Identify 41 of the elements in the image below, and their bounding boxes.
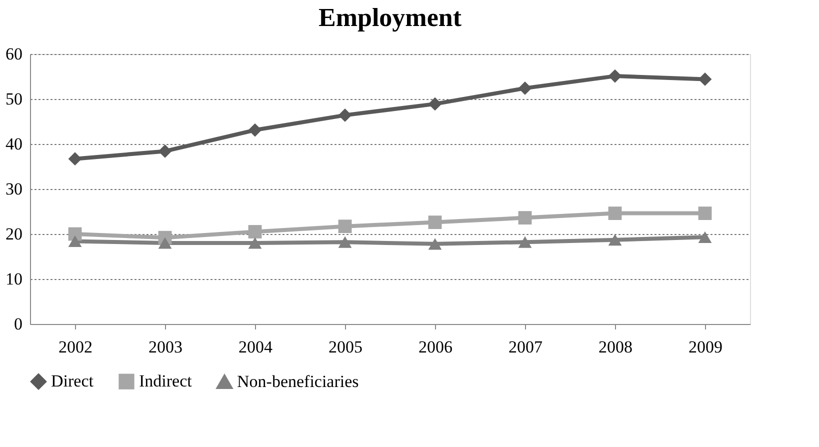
- y-tick-label: 60: [6, 44, 22, 64]
- y-tick-label: 10: [6, 270, 22, 288]
- point: [428, 216, 442, 230]
- point: [428, 97, 442, 111]
- legend-label: Non-beneficiaries: [237, 372, 359, 392]
- y-tick-label: 40: [6, 134, 22, 154]
- y-tick-label: 0: [14, 314, 22, 334]
- y-tick-label: 30: [6, 180, 22, 198]
- point: [698, 206, 712, 220]
- x-tick-label: 2003: [148, 338, 182, 356]
- point: [698, 72, 712, 86]
- point: [608, 69, 622, 83]
- point: [428, 238, 442, 250]
- point: [698, 231, 712, 243]
- y-tick-label: 20: [6, 224, 22, 244]
- point: [248, 123, 262, 137]
- x-tick-label: 2004: [238, 338, 273, 356]
- x-tick-label: 2002: [58, 338, 92, 356]
- x-tick-label: 2007: [508, 338, 543, 356]
- point: [338, 108, 352, 122]
- point: [518, 211, 532, 225]
- chart-title: Employment: [318, 3, 462, 32]
- point: [338, 220, 352, 234]
- point: [518, 81, 532, 95]
- x-tick-label: 2008: [598, 338, 632, 356]
- x-tick-label: 2005: [328, 338, 362, 356]
- point: [158, 144, 172, 158]
- legend-label: Indirect: [139, 372, 192, 391]
- point: [608, 206, 622, 220]
- point: [68, 235, 82, 248]
- point: [518, 236, 532, 248]
- point: [248, 237, 262, 249]
- point: [158, 237, 172, 249]
- point: [248, 225, 262, 238]
- point: [338, 236, 352, 248]
- point: [608, 234, 622, 246]
- x-tick-label: 2006: [418, 338, 452, 356]
- legend-label: Direct: [51, 372, 94, 391]
- point: [68, 152, 82, 166]
- x-tick-label: 2009: [688, 338, 722, 356]
- y-tick-label: 50: [6, 90, 22, 108]
